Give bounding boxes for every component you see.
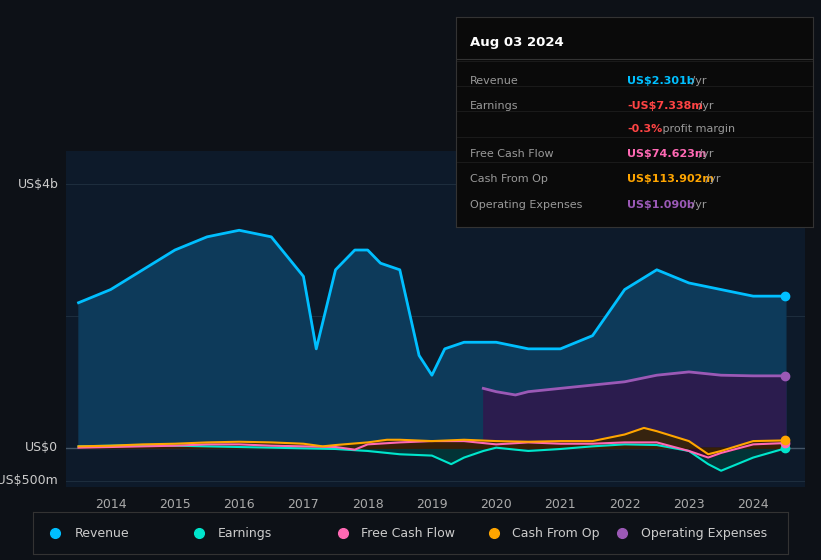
Text: Earnings: Earnings <box>470 101 518 111</box>
Text: Revenue: Revenue <box>75 527 129 540</box>
Text: /yr: /yr <box>688 76 707 86</box>
Text: US$2.301b: US$2.301b <box>627 76 695 86</box>
Text: US$4b: US$4b <box>17 178 58 190</box>
Text: /yr: /yr <box>688 199 707 209</box>
Text: Cash From Op: Cash From Op <box>512 527 600 540</box>
Text: Free Cash Flow: Free Cash Flow <box>361 527 456 540</box>
Text: US$74.623m: US$74.623m <box>627 149 706 159</box>
Text: US$1.090b: US$1.090b <box>627 199 695 209</box>
Text: Earnings: Earnings <box>218 527 272 540</box>
Text: Revenue: Revenue <box>470 76 519 86</box>
Text: /yr: /yr <box>695 149 713 159</box>
Text: -US$7.338m: -US$7.338m <box>627 101 703 111</box>
Text: -US$500m: -US$500m <box>0 474 58 487</box>
Text: Aug 03 2024: Aug 03 2024 <box>470 36 564 49</box>
Text: US$113.902m: US$113.902m <box>627 174 714 184</box>
Text: /yr: /yr <box>702 174 720 184</box>
Text: Operating Expenses: Operating Expenses <box>470 199 582 209</box>
Text: Cash From Op: Cash From Op <box>470 174 548 184</box>
Text: Operating Expenses: Operating Expenses <box>641 527 767 540</box>
Text: profit margin: profit margin <box>659 124 736 134</box>
Text: -0.3%: -0.3% <box>627 124 663 134</box>
Text: Free Cash Flow: Free Cash Flow <box>470 149 553 159</box>
Text: /yr: /yr <box>695 101 713 111</box>
Text: US$0: US$0 <box>25 441 58 454</box>
